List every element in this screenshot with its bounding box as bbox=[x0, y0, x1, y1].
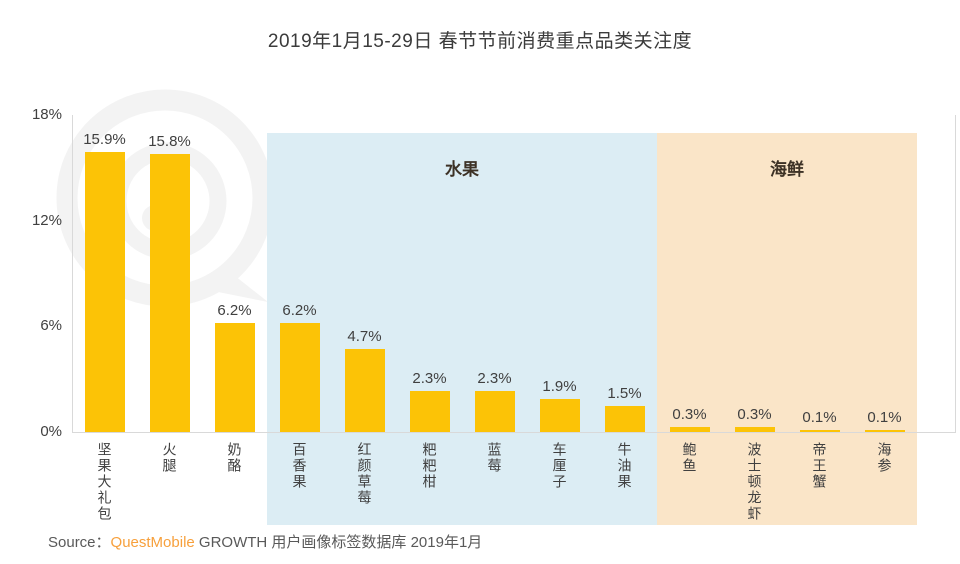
x-category-label: 红颜草莓 bbox=[356, 442, 373, 506]
x-category-label: 百香果 bbox=[291, 442, 308, 490]
bar-value-label: 1.5% bbox=[607, 384, 642, 402]
source-suffix: GROWTH 用户画像标签数据库 2019年1月 bbox=[194, 534, 483, 551]
bar-坚果大礼包 bbox=[84, 151, 125, 432]
bar-value-label: 4.7% bbox=[347, 328, 382, 346]
region-label-fruit: 水果 bbox=[445, 160, 479, 179]
bar-红颜草莓 bbox=[344, 349, 385, 432]
bar-value-label: 2.3% bbox=[477, 370, 512, 388]
bar-value-label: 6.2% bbox=[217, 301, 252, 319]
bar-波士顿龙虾 bbox=[734, 426, 775, 432]
x-category-label: 牛油果 bbox=[616, 442, 633, 490]
bar-value-label: 1.9% bbox=[542, 377, 577, 395]
x-category-label: 奶酪 bbox=[226, 442, 243, 474]
x-category-label: 鲍鱼 bbox=[681, 442, 698, 474]
bar-value-label: 6.2% bbox=[282, 301, 317, 319]
x-category-label: 帝王蟹 bbox=[811, 442, 828, 490]
x-category-label: 坚果大礼包 bbox=[96, 442, 113, 522]
y-tick-label: 6% bbox=[40, 317, 62, 335]
x-axis-line bbox=[72, 432, 956, 433]
bar-鲍鱼 bbox=[669, 426, 710, 432]
region-band-fruit bbox=[267, 133, 657, 525]
y-tick-label: 0% bbox=[40, 423, 62, 440]
x-category-label: 蓝莓 bbox=[486, 442, 503, 474]
x-category-label: 火腿 bbox=[161, 442, 178, 474]
bar-海参 bbox=[864, 430, 905, 432]
bar-value-label: 15.8% bbox=[148, 132, 191, 150]
bar-value-label: 0.1% bbox=[867, 409, 902, 426]
region-label-seafood: 海鲜 bbox=[770, 160, 804, 179]
source-prefix: Source： bbox=[48, 534, 111, 551]
bar-value-label: 15.9% bbox=[83, 130, 126, 148]
x-category-label: 波士顿龙虾 bbox=[746, 442, 763, 522]
bar-value-label: 0.1% bbox=[802, 409, 837, 426]
bar-奶酪 bbox=[214, 322, 255, 432]
bar-value-label: 0.3% bbox=[737, 405, 772, 423]
x-category-label: 海参 bbox=[876, 442, 893, 474]
bar-value-label: 0.3% bbox=[672, 405, 707, 423]
plot-right-border bbox=[955, 115, 956, 432]
x-category-label: 粑粑柑 bbox=[421, 442, 438, 490]
source-note: Source：QuestMobile GROWTH 用户画像标签数据库 2019… bbox=[48, 531, 482, 552]
bar-百香果 bbox=[279, 322, 320, 432]
y-tick-label: 18% bbox=[31, 106, 62, 123]
bar-牛油果 bbox=[604, 405, 645, 432]
y-axis-line bbox=[72, 115, 73, 432]
bar-value-label: 2.3% bbox=[412, 370, 447, 388]
chart-title: 2019年1月15-29日 春节节前消费重点品类关注度 bbox=[267, 31, 693, 52]
bar-帝王蟹 bbox=[799, 430, 840, 432]
bar-蓝莓 bbox=[474, 391, 515, 432]
x-category-label: 车厘子 bbox=[551, 442, 568, 490]
source-brand-questmobile: QuestMobile bbox=[110, 534, 195, 551]
region-band-seafood bbox=[657, 133, 917, 525]
y-tick-label: 12% bbox=[31, 211, 62, 229]
bar-火腿 bbox=[149, 153, 190, 432]
bar-粑粑柑 bbox=[409, 391, 450, 432]
bar-车厘子 bbox=[539, 398, 580, 432]
